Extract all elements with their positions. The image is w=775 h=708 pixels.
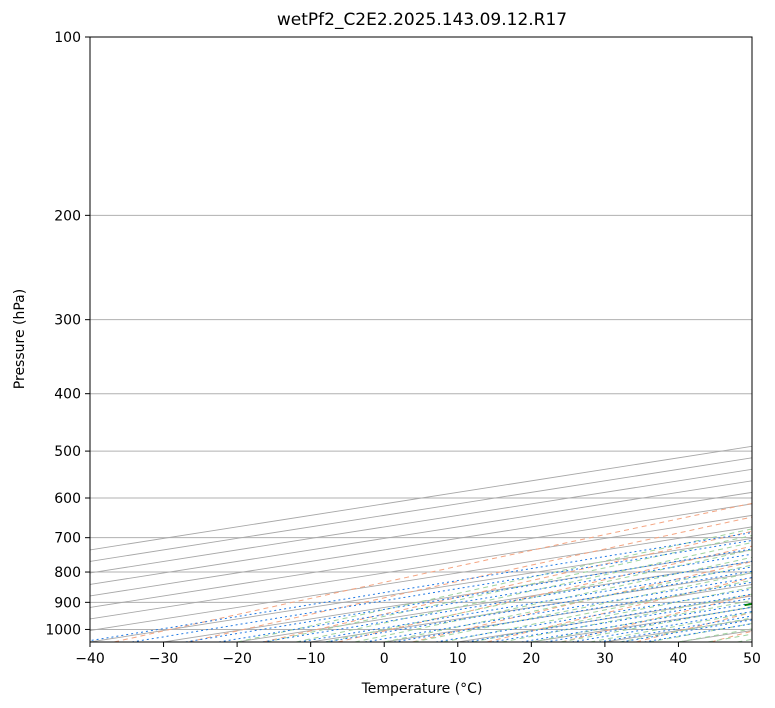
isobar-lines — [90, 37, 752, 630]
x-axis-ticks: −40 −30 −20 −10 0 10 20 30 40 50 — [75, 642, 761, 667]
y-tick-label: 800 — [54, 565, 81, 581]
isotherm-line — [310, 572, 752, 642]
moist-adiabat-line — [472, 586, 752, 642]
dry-adiabat-line — [263, 530, 752, 642]
dry-adiabat-line — [486, 577, 752, 642]
dry-adiabat-line — [561, 594, 752, 642]
y-tick-label: 1000 — [45, 622, 81, 638]
plot-area: 0.10.20.40.611.52346810131620253036-100-… — [90, 37, 752, 642]
y-tick-label: 300 — [54, 313, 81, 329]
isotherm-line — [90, 537, 752, 642]
moist-adiabat-line — [266, 534, 752, 642]
y-tick-label: 400 — [54, 387, 81, 403]
isotherm-line — [90, 526, 752, 631]
y-tick-label: 100 — [54, 30, 81, 46]
mixing-ratio-line — [521, 602, 752, 642]
isotherm-line — [90, 457, 752, 562]
x-axis-label: Temperature (°C) — [361, 681, 483, 697]
mixing-ratio-line — [545, 606, 752, 642]
mixing-ratio-line — [599, 615, 752, 642]
isotherm-line — [751, 641, 752, 642]
x-tick-label: −30 — [149, 651, 179, 667]
isotherm-line — [237, 560, 752, 642]
mixing-ratio-line — [644, 623, 752, 642]
moist-adiabat-line — [295, 541, 752, 642]
x-tick-label: −10 — [296, 651, 326, 667]
x-tick-label: 10 — [449, 651, 467, 667]
mixing-ratio-line — [185, 548, 752, 642]
moist-adiabat-line — [590, 611, 752, 642]
plot-frame — [89, 36, 753, 643]
isotherm-line — [604, 618, 752, 642]
y-axis-ticks: 100 200 300 400 500 600 700 800 900 1000 — [45, 30, 90, 638]
mixing-ratio-line — [218, 553, 752, 642]
dry-adiabat-line — [188, 516, 752, 642]
dry-adiabat-line — [113, 502, 752, 642]
moist-adiabat-line — [531, 599, 752, 642]
x-tick-label: 20 — [522, 651, 540, 667]
y-axis-label: Pressure (hPa) — [12, 289, 28, 389]
x-tick-label: 50 — [743, 651, 761, 667]
moist-adiabat-line — [737, 638, 752, 642]
dewpoint-series-line — [744, 602, 752, 607]
moist-adiabat-lines — [236, 528, 752, 642]
isotherm-line — [90, 491, 752, 597]
y-tick-label: 900 — [54, 595, 81, 611]
x-tick-label: −20 — [222, 651, 252, 667]
mixing-ratio-line — [131, 539, 752, 642]
moist-adiabat-line — [354, 556, 752, 642]
moist-adiabat-line — [560, 606, 752, 642]
mixing-ratio-line — [325, 570, 752, 642]
isotherm-line — [457, 595, 752, 642]
x-tick-label: −40 — [75, 651, 105, 667]
mixing-ratio-line — [572, 611, 752, 642]
isotherm-line — [90, 468, 752, 574]
y-tick-label: 600 — [54, 491, 81, 507]
moist-adiabat-line — [443, 579, 752, 642]
y-tick-label: 700 — [54, 531, 81, 547]
isotherm-line — [678, 630, 752, 642]
x-tick-label: 40 — [670, 651, 688, 667]
dry-adiabat-line — [337, 545, 752, 642]
moist-adiabat-line — [501, 593, 752, 642]
y-tick-label: 200 — [54, 208, 81, 224]
isotherm-line — [163, 549, 752, 642]
moist-adiabat-line — [384, 564, 752, 642]
dry-adiabat-line — [636, 611, 752, 642]
isotherm-line — [90, 514, 752, 620]
moist-adiabat-line — [325, 549, 752, 642]
dry-adiabat-lines — [113, 502, 752, 642]
mixing-ratio-line — [90, 532, 752, 642]
isotherm-line — [90, 503, 752, 608]
isotherm-line — [90, 480, 752, 585]
mixing-ratio-line — [262, 560, 752, 642]
isotherm-line — [384, 583, 752, 642]
isotherm-line — [90, 445, 752, 551]
y-tick-label: 500 — [54, 444, 81, 460]
mixing-ratio-lines — [90, 532, 752, 642]
moist-adiabat-line — [236, 528, 752, 642]
mixing-ratio-line — [364, 577, 752, 642]
x-tick-label: 30 — [596, 651, 614, 667]
chart-title: wetPf2_C2E2.2025.143.09.12.R17 — [277, 10, 567, 30]
isotherm-lines — [90, 445, 752, 642]
x-tick-label: 0 — [380, 651, 389, 667]
